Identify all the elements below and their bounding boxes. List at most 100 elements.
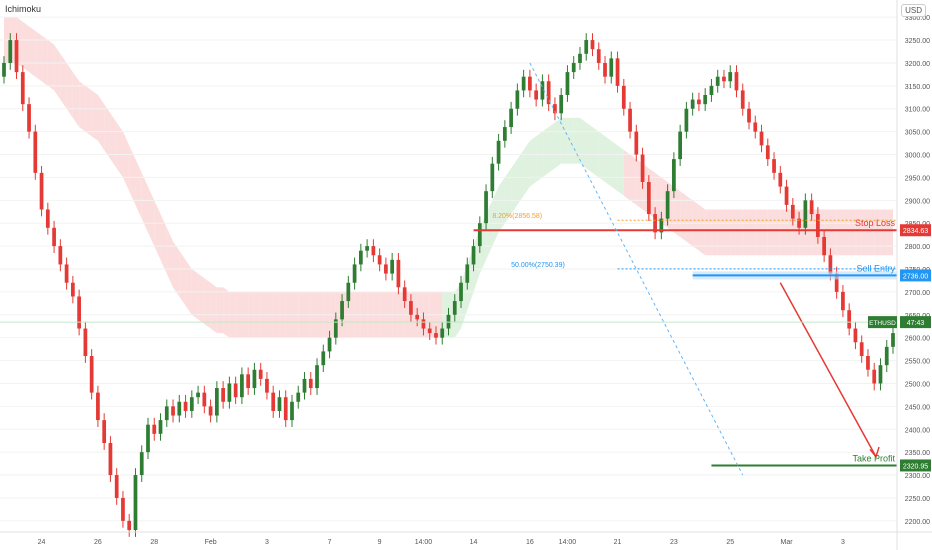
- candle-body: [108, 443, 113, 476]
- cloud-segment: [886, 209, 893, 256]
- cloud-segment: [542, 127, 549, 178]
- fib-50-label: 50.00%(2750.39): [511, 262, 565, 269]
- x-tick-label: 25: [726, 539, 734, 546]
- indicator-label[interactable]: Ichimoku: [5, 4, 42, 14]
- candle-body: [459, 282, 463, 302]
- candle-body: [502, 127, 507, 141]
- cloud-segment: [717, 209, 724, 256]
- cloud-segment: [85, 85, 92, 137]
- cloud-segment: [655, 172, 662, 224]
- cloud-segment: [579, 117, 587, 169]
- candle-body: [452, 301, 457, 315]
- x-tick-label: 9: [378, 539, 382, 546]
- candle-body: [358, 250, 363, 265]
- candle-body: [102, 420, 107, 443]
- y-tick-label: 2600.00: [905, 336, 930, 343]
- cloud-segment: [154, 200, 161, 260]
- cloud-segment: [880, 209, 887, 256]
- candle-body: [415, 314, 420, 320]
- candle-body: [841, 291, 845, 311]
- currency-label[interactable]: USD: [901, 4, 926, 17]
- cloud-segment: [536, 131, 543, 182]
- cloud-segment: [874, 209, 881, 256]
- x-tick-label: 14: [470, 539, 478, 546]
- candle-body: [734, 72, 739, 91]
- candle-body: [465, 264, 470, 283]
- candle-body: [139, 452, 144, 476]
- x-tick-label: 3: [265, 539, 269, 546]
- x-tick-label: 16: [526, 539, 534, 546]
- fib-38-label: 8.20%(2856.58): [492, 213, 542, 220]
- cloud-segment: [35, 30, 42, 82]
- candle-body: [333, 319, 338, 338]
- y-tick-label: 2700.00: [905, 290, 930, 297]
- candle-body: [715, 76, 720, 86]
- cloud-segment: [623, 149, 631, 201]
- cloud-segment: [223, 287, 230, 338]
- candle-body: [33, 131, 38, 173]
- cloud-segment: [41, 35, 48, 86]
- candle-body: [39, 172, 44, 210]
- candle-body: [171, 406, 175, 416]
- cloud-segment: [598, 131, 606, 182]
- time-axis[interactable]: 24 26 28 Feb 3 7 9 14:00 14 16 14:00 21 23 25 Mar 3: [0, 531, 932, 546]
- candle-body: [158, 420, 163, 434]
- cloud-segment: [141, 172, 148, 233]
- candle-body: [271, 392, 276, 411]
- cloud-segment: [861, 209, 868, 256]
- candle-body: [534, 90, 539, 100]
- candle-body: [152, 424, 157, 434]
- candle-body: [434, 333, 438, 338]
- symbol-tag: ETHUSD: [869, 320, 896, 327]
- candle-body: [227, 383, 232, 402]
- candle-body: [377, 255, 382, 265]
- candle-body: [133, 475, 138, 530]
- x-tick-label: 28: [150, 539, 158, 546]
- candle-body: [45, 209, 50, 228]
- candle-body: [546, 81, 551, 105]
- candle-body: [208, 406, 213, 416]
- candle-body: [177, 401, 182, 416]
- ichimoku-cloud: [4, 17, 893, 338]
- cloud-segment: [592, 127, 599, 178]
- candle-body: [365, 246, 369, 251]
- candle-body: [884, 346, 889, 366]
- x-tick-label: 3: [841, 539, 845, 546]
- candle-body: [665, 191, 670, 219]
- candle-body: [390, 259, 395, 274]
- candle-body: [58, 246, 63, 265]
- cloud-segment: [755, 209, 762, 256]
- candle-body: [214, 388, 219, 416]
- candle-body: [578, 53, 582, 63]
- candle-body: [565, 72, 570, 95]
- candle-body: [778, 172, 783, 187]
- candle-body: [697, 99, 701, 105]
- candle-body: [640, 154, 645, 182]
- cloud-segment: [780, 209, 787, 256]
- candle-body: [672, 159, 676, 192]
- cloud-segment: [686, 195, 693, 247]
- y-tick-label: 3250.00: [905, 38, 930, 45]
- y-tick-label: 2800.00: [905, 244, 930, 251]
- candle-body: [427, 328, 432, 334]
- candle-body: [797, 218, 801, 228]
- candle-body: [803, 200, 808, 228]
- countdown-tag-bg: [900, 316, 931, 329]
- candle-body: [421, 319, 426, 329]
- x-tick-label: 26: [94, 539, 102, 546]
- candle-body: [515, 90, 520, 109]
- candle-body: [659, 218, 664, 233]
- x-tick-label: 23: [670, 539, 678, 546]
- candle-body: [89, 356, 94, 393]
- candle-body: [340, 301, 344, 320]
- cloud-segment: [774, 209, 781, 256]
- cloud-segment: [586, 122, 593, 173]
- candle-body: [747, 108, 751, 123]
- candle-body: [121, 497, 125, 521]
- candle-body: [52, 227, 56, 247]
- x-tick-label: 14:00: [415, 539, 433, 546]
- candle-body: [759, 131, 764, 146]
- candle-body: [327, 337, 332, 352]
